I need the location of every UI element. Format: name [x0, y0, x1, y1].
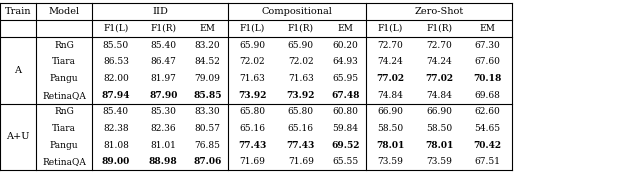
- Text: RetinaQA: RetinaQA: [42, 91, 86, 100]
- Text: F1(L): F1(L): [378, 24, 403, 33]
- Text: EM: EM: [338, 24, 353, 33]
- Text: Train: Train: [4, 7, 31, 16]
- Text: 65.80: 65.80: [288, 107, 314, 116]
- Text: 85.30: 85.30: [150, 107, 176, 116]
- Text: 86.53: 86.53: [103, 57, 129, 66]
- Text: 76.85: 76.85: [195, 141, 220, 150]
- Text: 67.51: 67.51: [475, 157, 500, 166]
- Text: RnG: RnG: [54, 41, 74, 50]
- Text: 88.98: 88.98: [149, 157, 177, 166]
- Text: 70.18: 70.18: [474, 74, 502, 83]
- Text: 87.90: 87.90: [149, 91, 177, 100]
- Text: RetinaQA: RetinaQA: [42, 157, 86, 166]
- Text: EM: EM: [480, 24, 495, 33]
- Text: 66.90: 66.90: [426, 107, 452, 116]
- Text: 65.90: 65.90: [239, 41, 265, 50]
- Text: 74.24: 74.24: [426, 57, 452, 66]
- Text: 81.97: 81.97: [150, 74, 176, 83]
- Text: 65.95: 65.95: [333, 74, 358, 83]
- Text: 81.01: 81.01: [150, 141, 176, 150]
- Text: Pangu: Pangu: [50, 74, 78, 83]
- Text: 65.90: 65.90: [288, 41, 314, 50]
- Text: 89.00: 89.00: [102, 157, 130, 166]
- Text: Compositional: Compositional: [262, 7, 332, 16]
- Text: 77.43: 77.43: [238, 141, 266, 150]
- Text: 65.16: 65.16: [239, 124, 265, 133]
- Text: F1(L): F1(L): [239, 24, 265, 33]
- Text: 77.43: 77.43: [287, 141, 315, 150]
- Text: 80.57: 80.57: [195, 124, 220, 133]
- Text: 60.80: 60.80: [333, 107, 358, 116]
- Text: 65.16: 65.16: [288, 124, 314, 133]
- Text: 77.02: 77.02: [376, 74, 404, 83]
- Text: 74.84: 74.84: [378, 91, 403, 100]
- Text: 67.60: 67.60: [475, 57, 500, 66]
- Text: EM: EM: [200, 24, 215, 33]
- Text: 65.80: 65.80: [239, 107, 265, 116]
- Text: 87.06: 87.06: [193, 157, 221, 166]
- Text: 71.69: 71.69: [288, 157, 314, 166]
- Text: 67.30: 67.30: [475, 41, 500, 50]
- Text: 58.50: 58.50: [426, 124, 452, 133]
- Text: 69.52: 69.52: [332, 141, 360, 150]
- Text: A: A: [15, 66, 21, 75]
- Text: 58.50: 58.50: [378, 124, 403, 133]
- Text: 85.40: 85.40: [150, 41, 176, 50]
- Text: Zero-Shot: Zero-Shot: [415, 7, 463, 16]
- Text: 66.90: 66.90: [378, 107, 403, 116]
- Text: IID: IID: [152, 7, 168, 16]
- Text: 72.02: 72.02: [288, 57, 314, 66]
- Text: 72.02: 72.02: [239, 57, 265, 66]
- Text: 73.59: 73.59: [378, 157, 403, 166]
- Text: 85.50: 85.50: [103, 41, 129, 50]
- Text: 81.08: 81.08: [103, 141, 129, 150]
- Text: 82.38: 82.38: [103, 124, 129, 133]
- Text: Model: Model: [49, 7, 79, 16]
- Text: 73.59: 73.59: [426, 157, 452, 166]
- Text: 71.63: 71.63: [239, 74, 265, 83]
- Text: Tiara: Tiara: [52, 57, 76, 66]
- Text: Pangu: Pangu: [50, 141, 78, 150]
- Text: F1(R): F1(R): [426, 24, 452, 33]
- Text: 85.40: 85.40: [103, 107, 129, 116]
- Text: 77.02: 77.02: [425, 74, 453, 83]
- Text: Tiara: Tiara: [52, 124, 76, 133]
- Text: A+U: A+U: [6, 132, 29, 141]
- Text: 71.69: 71.69: [239, 157, 265, 166]
- Text: 84.52: 84.52: [195, 57, 220, 66]
- Text: 87.94: 87.94: [102, 91, 130, 100]
- Text: 73.92: 73.92: [287, 91, 315, 100]
- Text: 86.47: 86.47: [150, 57, 176, 66]
- Text: 74.24: 74.24: [378, 57, 403, 66]
- Text: 67.48: 67.48: [332, 91, 360, 100]
- Text: 78.01: 78.01: [425, 141, 453, 150]
- Text: 83.30: 83.30: [195, 107, 220, 116]
- Text: F1(R): F1(R): [150, 24, 176, 33]
- Text: 69.68: 69.68: [475, 91, 500, 100]
- Text: 79.09: 79.09: [195, 74, 220, 83]
- Text: 72.70: 72.70: [426, 41, 452, 50]
- Text: 54.65: 54.65: [475, 124, 500, 133]
- Text: 64.93: 64.93: [333, 57, 358, 66]
- Text: 72.70: 72.70: [378, 41, 403, 50]
- Text: 74.84: 74.84: [426, 91, 452, 100]
- Text: 85.85: 85.85: [193, 91, 221, 100]
- Text: 60.20: 60.20: [333, 41, 358, 50]
- Text: 59.84: 59.84: [333, 124, 358, 133]
- Text: F1(R): F1(R): [288, 24, 314, 33]
- Text: 65.55: 65.55: [332, 157, 359, 166]
- Text: 70.42: 70.42: [474, 141, 502, 150]
- Text: F1(L): F1(L): [103, 24, 129, 33]
- Text: 78.01: 78.01: [376, 141, 404, 150]
- Text: 83.20: 83.20: [195, 41, 220, 50]
- Text: 82.00: 82.00: [103, 74, 129, 83]
- Text: 62.60: 62.60: [475, 107, 500, 116]
- Text: 82.36: 82.36: [150, 124, 176, 133]
- Text: 71.63: 71.63: [288, 74, 314, 83]
- Text: 73.92: 73.92: [238, 91, 266, 100]
- Text: RnG: RnG: [54, 107, 74, 116]
